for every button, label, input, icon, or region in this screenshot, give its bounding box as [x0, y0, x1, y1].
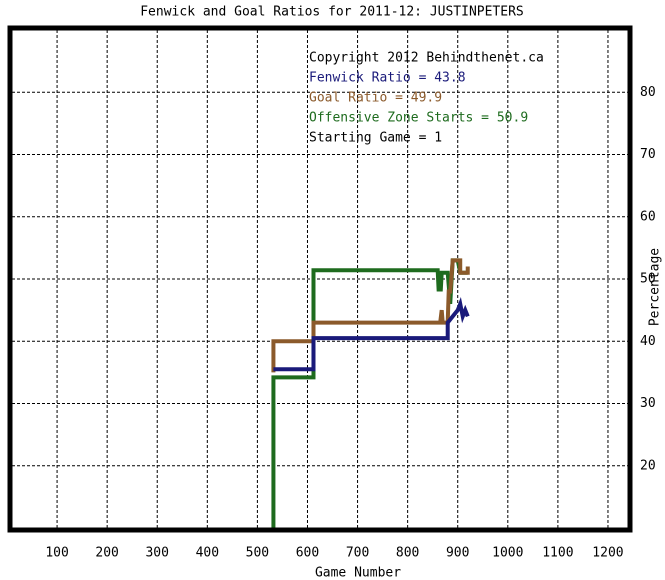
plot-frame: [7, 25, 633, 533]
x-tick-label: 300: [145, 546, 168, 561]
x-tick-label: 600: [296, 546, 319, 561]
series-line: [273, 296, 470, 372]
x-tick-label: 400: [196, 546, 219, 561]
y-tick-label: 20: [640, 458, 656, 473]
y-tick-label: 50: [640, 272, 656, 287]
y-tick-label: 60: [640, 209, 656, 224]
chart-title: Fenwick and Goal Ratios for 2011-12: JUS…: [140, 5, 524, 20]
y-tick-label: 80: [640, 85, 656, 100]
x-tick-label: 1100: [542, 546, 573, 561]
annotation: Copyright 2012 Behindthenet.ca: [309, 51, 544, 66]
annotation: Goal Ratio = 49.9: [309, 91, 442, 106]
x-tick-label: 100: [45, 546, 68, 561]
annotation: Offensive Zone Starts = 50.9: [309, 111, 528, 126]
x-tick-label: 900: [446, 546, 469, 561]
x-axis-label: Game Number: [315, 566, 401, 580]
annotation: Fenwick Ratio = 43.8: [309, 71, 466, 86]
x-tick-label: 700: [346, 546, 369, 561]
x-tick-label: 1200: [592, 546, 623, 561]
x-tick-label: 1000: [492, 546, 523, 561]
y-tick-label: 40: [640, 334, 656, 349]
y-tick-label: 70: [640, 147, 656, 162]
x-tick-label: 800: [396, 546, 419, 561]
annotation: Starting Game = 1: [309, 131, 442, 146]
y-axis-label: Percentage: [648, 248, 663, 326]
x-tick-label: 200: [95, 546, 118, 561]
x-tick-label: 500: [246, 546, 269, 561]
y-tick-label: 30: [640, 396, 656, 411]
